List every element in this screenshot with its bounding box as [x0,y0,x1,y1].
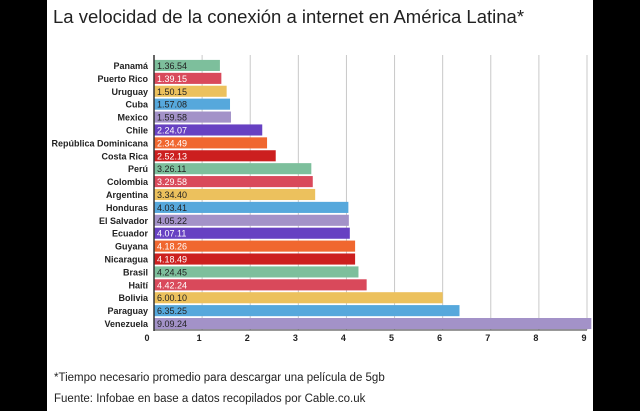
footnote: *Tiempo necesario promedio para descarga… [54,372,385,384]
category-label: Argentina [106,190,149,200]
category-label: Chile [126,125,148,135]
x-tick-label: 1 [197,333,202,343]
value-label: 1.59.58 [157,113,187,123]
bar [154,266,359,278]
category-label: Mexico [117,113,148,123]
category-label: Guyana [115,242,149,252]
bar [154,72,222,84]
value-label: 2.24.07 [157,125,187,135]
category-label: Bolivia [118,293,149,303]
x-tick-label: 0 [144,333,149,343]
category-label: Perú [128,164,148,174]
x-tick-label: 8 [533,333,538,343]
x-tick-label: 4 [341,333,346,343]
bar [154,201,349,213]
chart-card: La velocidad de la conexión a internet e… [47,0,593,411]
value-label: 3.26.11 [157,164,186,174]
bar [154,188,316,201]
bar [154,317,592,330]
value-label: 1.36.54 [157,61,187,71]
category-label: República Dominicana [51,138,149,148]
value-label: 1.57.08 [157,100,187,110]
category-label: Panamá [113,61,149,71]
category-label: Paraguay [107,306,148,316]
bar [154,240,356,252]
bar [154,214,349,226]
category-label: Puerto Rico [97,74,148,84]
x-tick-label: 5 [389,333,394,343]
value-label: 4.03.41 [157,203,187,213]
bar [154,279,367,291]
x-tick-label: 2 [245,333,250,343]
bar [154,305,460,317]
value-label: 4.42.24 [157,280,187,290]
x-tick-label: 9 [581,333,586,343]
value-label: 6.35.25 [157,306,187,316]
value-label: 9.09.24 [157,319,187,329]
category-label: Venezuela [104,319,149,329]
bar [154,124,263,136]
value-label: 1.39.15 [157,74,187,84]
value-label: 4.05.22 [157,216,187,226]
value-label: 4.24.45 [157,267,187,277]
value-label: 2.52.13 [157,151,187,161]
bar [154,253,356,265]
x-tick-label: 7 [485,333,490,343]
value-label: 3.34.40 [157,190,187,200]
category-label: Ecuador [112,229,149,239]
source-note: Fuente: Infobae en base a datos recopila… [54,393,366,405]
value-label: 4.18.26 [157,242,187,252]
x-tick-label: 3 [293,333,298,343]
value-label: 1.50.15 [157,87,187,97]
category-label: Colombia [107,177,149,187]
bar [154,227,350,239]
category-label: Nicaragua [104,255,149,265]
category-label: Costa Rica [101,151,149,161]
bar-chart: Panamá 1.36.54 Puerto Rico 1.39.15 Uruguay 1.… [51,55,592,343]
chart-title: La velocidad de la conexión a internet e… [53,6,525,27]
category-label: Cuba [126,100,149,110]
category-label: Uruguay [111,87,148,97]
category-label: Brasil [123,267,148,277]
value-label: 3.29.58 [157,177,187,187]
category-label: Honduras [106,203,148,213]
bar [154,176,313,188]
bar [154,111,231,123]
bar [154,292,443,304]
value-label: 4.07.11 [157,229,186,239]
bar [154,85,227,97]
category-label: Haití [128,280,148,290]
value-label: 4.18.49 [157,255,187,265]
bar [154,150,276,162]
bar [154,137,268,149]
bar [154,98,231,110]
bar [154,59,220,72]
bar [154,163,312,175]
x-tick-label: 6 [437,333,442,343]
category-label: El Salvador [99,216,149,226]
value-label: 2.34.49 [157,138,187,148]
value-label: 6.00.10 [157,293,187,303]
